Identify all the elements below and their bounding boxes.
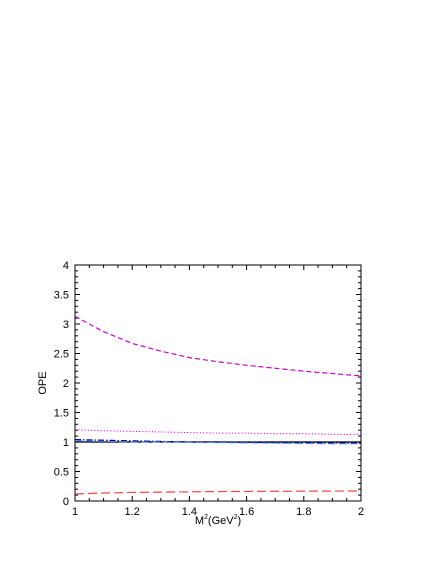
- x-tick-label: 1.2: [125, 506, 140, 518]
- x-tick-label: 1.4: [182, 506, 197, 518]
- axis-ticks: [74, 264, 362, 502]
- series-line-4: [74, 439, 362, 444]
- x-tick-label: 1.8: [296, 506, 311, 518]
- y-tick-label: 3: [63, 319, 69, 331]
- x-tick-label: 2: [358, 506, 364, 518]
- series-line-1: [74, 315, 362, 377]
- plot-frame: [74, 264, 362, 502]
- y-tick-label: 0.5: [54, 467, 69, 479]
- y-tick-label: 0: [63, 496, 69, 508]
- y-tick-label: 1: [63, 437, 69, 449]
- tick-labels: 1 1.2 1.4 1.6 1.8 2 0 0.5 1 1.5 2 2.5 3 3.5 4: [54, 260, 364, 518]
- x-tick-label: 1: [72, 506, 78, 518]
- y-tick-label: 2.5: [54, 349, 69, 361]
- series-line-6: [74, 490, 362, 495]
- y-tick-label: 3.5: [54, 290, 69, 302]
- y-axis-label: OPE: [37, 371, 49, 394]
- x-axis-label: M2(GeV2): [195, 514, 241, 527]
- series-line-2: [74, 429, 361, 435]
- y-tick-label: 4: [63, 260, 69, 272]
- y-tick-label: 2: [63, 378, 69, 390]
- series-line-5: [74, 440, 361, 445]
- series-layer: [74, 315, 362, 495]
- y-tick-label: 1.5: [54, 408, 69, 420]
- x-tick-label: 1.6: [239, 506, 254, 518]
